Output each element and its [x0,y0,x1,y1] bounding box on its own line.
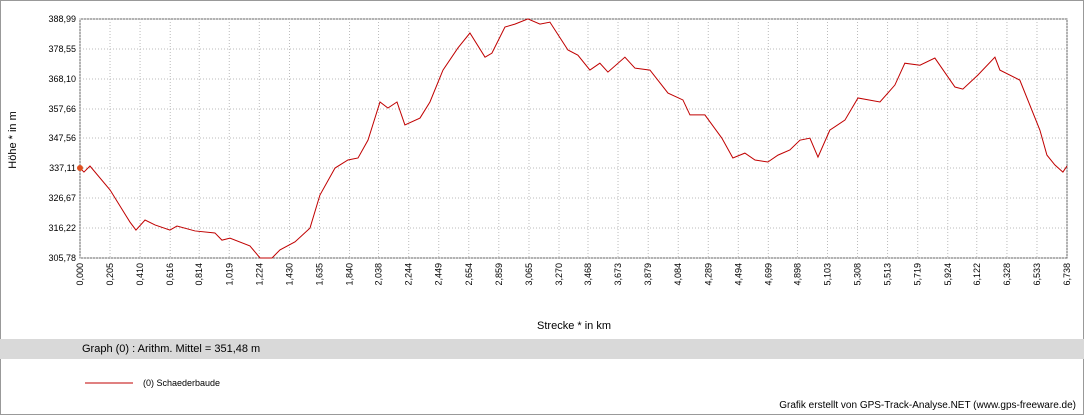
x-tick-label: 6,122 [972,263,982,286]
y-tick-label: 337,11 [49,163,76,173]
x-tick-label: 2,038 [374,263,384,286]
x-tick-label: 4,699 [763,263,773,286]
x-tick-label: 6,328 [1002,263,1012,286]
x-axis-label: Strecke * in km [537,320,611,332]
x-tick-label: 2,244 [404,263,414,286]
credit: Grafik erstellt von GPS-Track-Analyse.NE… [779,400,1076,411]
y-tick-label: 368,10 [48,74,76,84]
x-tick-label: 6,738 [1062,263,1072,286]
y-tick-label: 316,22 [48,223,76,233]
x-tick-label: 0,410 [135,263,145,286]
x-tick-label: 0,616 [165,263,175,286]
x-tick-label: 6,533 [1032,263,1042,286]
x-tick-label: 5,924 [943,263,953,286]
stats: Graph (0) : Arithm. Mittel = 351,48 m [82,343,260,355]
x-tick-label: 5,513 [883,263,893,286]
y-tick-label: 378,55 [48,44,76,54]
x-tick-label: 1,430 [284,263,294,286]
x-tick-label: 0,000 [75,263,85,286]
x-tick-label: 3,879 [643,263,653,286]
y-axis-label: Höhe * in m [7,111,19,168]
start-marker [77,165,83,172]
x-tick-label: 5,719 [913,263,923,286]
x-tick-label: 4,084 [673,263,683,286]
x-tick-label: 2,859 [494,263,504,286]
x-tick-label: 3,065 [524,263,534,286]
y-tick-label: 305,78 [48,253,76,263]
x-tick-label: 3,270 [554,263,564,286]
x-tick-label: 1,635 [314,263,324,286]
x-tick-label: 5,103 [823,263,833,286]
x-tick-label: 4,494 [733,263,743,286]
y-tick-label: 388,99 [48,14,76,24]
x-tick-label: 3,673 [613,263,623,286]
x-tick-label: 1,019 [224,263,234,286]
x-tick-label: 0,814 [194,263,204,286]
x-tick-label: 3,468 [583,263,593,286]
x-tick-label: 2,654 [464,263,474,286]
x-tick-label: 4,898 [792,263,802,286]
stats-band [0,339,1084,359]
y-tick-label: 347,56 [48,133,76,143]
x-tick-label: 0,205 [105,263,115,286]
y-tick-label: 326,67 [48,193,76,203]
x-tick-label: 4,289 [703,263,713,286]
x-tick-label: 5,308 [853,263,863,286]
legend-label: (0) Schaederbaude [143,378,220,388]
x-tick-label: 2,449 [434,263,444,286]
x-tick-label: 1,840 [345,263,355,286]
plot-area [79,18,1068,259]
x-tick-label: 1,224 [254,263,264,286]
series-line [79,18,1068,259]
y-tick-label: 357,66 [48,104,76,114]
